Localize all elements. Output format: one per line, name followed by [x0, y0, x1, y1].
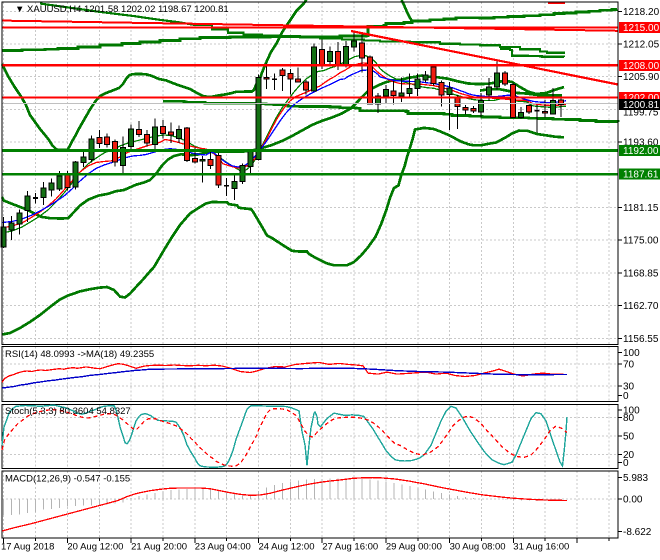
svg-text:1200.81: 1200.81: [623, 100, 660, 111]
svg-text:1156.55: 1156.55: [623, 334, 659, 345]
svg-text:1175.00: 1175.00: [623, 236, 659, 247]
svg-text:50: 50: [623, 432, 635, 443]
svg-text:23 Aug 04:00: 23 Aug 04:00: [195, 542, 251, 553]
svg-text:1205.90: 1205.90: [623, 72, 660, 83]
svg-text:5.983: 5.983: [623, 473, 648, 484]
svg-text:1162.70: 1162.70: [623, 301, 659, 312]
svg-text:30: 30: [623, 382, 635, 393]
svg-text:▼ XAUUSD,H4 1201.58 1202.02 11: ▼ XAUUSD,H4 1201.58 1202.02 1198.67 1200…: [15, 4, 229, 15]
svg-text:1218.20: 1218.20: [623, 7, 660, 18]
svg-text:20: 20: [623, 450, 635, 461]
svg-text:-8.622: -8.622: [623, 527, 652, 538]
svg-text:20 Aug 12:00: 20 Aug 12:00: [67, 542, 123, 553]
svg-text:100: 100: [623, 348, 640, 359]
svg-text:0: 0: [623, 391, 629, 402]
svg-text:24 Aug 12:00: 24 Aug 12:00: [259, 542, 315, 553]
svg-text:1168.85: 1168.85: [623, 268, 659, 279]
svg-text:1208.00: 1208.00: [623, 61, 660, 72]
svg-text:Stoch(5,3,3) 80.3604 54.8327: Stoch(5,3,3) 80.3604 54.8327: [5, 406, 131, 417]
svg-text:80: 80: [623, 413, 635, 424]
svg-text:1187.61: 1187.61: [623, 170, 659, 181]
svg-text:1181.15: 1181.15: [623, 203, 659, 214]
svg-text:1215.00: 1215.00: [623, 23, 660, 34]
svg-text:1212.05: 1212.05: [623, 40, 660, 51]
svg-text:70: 70: [623, 360, 635, 371]
svg-text:RSI(14) 48.0993 ->MA(18) 49.2: RSI(14) 48.0993 ->MA(18) 49.2355: [5, 349, 154, 360]
svg-text:17 Aug 2018: 17 Aug 2018: [1, 542, 54, 553]
svg-text:29 Aug 00:00: 29 Aug 00:00: [386, 542, 442, 553]
svg-text:1193.60: 1193.60: [623, 138, 659, 149]
svg-text:MACD(12,26,9) -0.547 -0.155: MACD(12,26,9) -0.547 -0.155: [5, 474, 130, 485]
svg-text:1192.00: 1192.00: [623, 146, 659, 157]
svg-text:31 Aug 16:00: 31 Aug 16:00: [513, 542, 569, 553]
svg-text:1199.75: 1199.75: [623, 108, 659, 119]
svg-text:30 Aug 08:00: 30 Aug 08:00: [450, 542, 506, 553]
svg-text:100: 100: [623, 406, 640, 417]
svg-text:0.00: 0.00: [623, 495, 643, 506]
svg-text:27 Aug 16:00: 27 Aug 16:00: [322, 542, 378, 553]
svg-text:1202.00: 1202.00: [623, 93, 660, 104]
svg-text:0: 0: [623, 458, 629, 469]
svg-text:21 Aug 20:00: 21 Aug 20:00: [131, 542, 187, 553]
